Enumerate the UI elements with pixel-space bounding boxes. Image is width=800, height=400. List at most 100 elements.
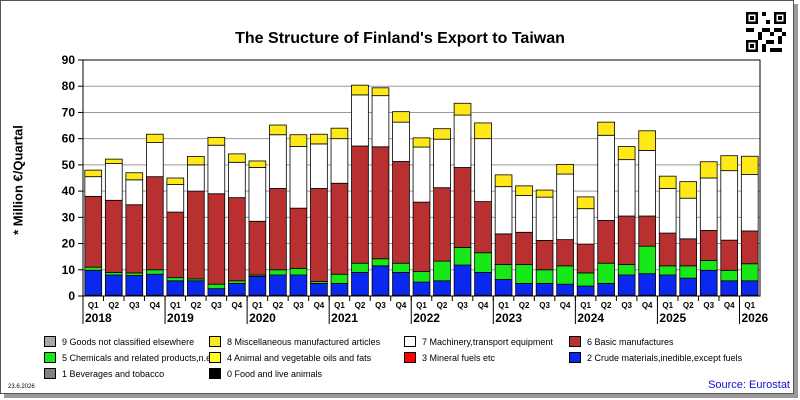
bar-segment [392, 121, 410, 162]
x-tick-label: Q2 [601, 301, 612, 310]
bar-segment [556, 173, 574, 241]
y-tick-label: 40 [62, 184, 76, 198]
bar-segment [740, 263, 759, 282]
bar-segment [248, 160, 267, 168]
bar-segment [433, 187, 451, 262]
x-tick-label: Q1 [498, 301, 509, 310]
x-tick-label: Q1 [662, 301, 673, 310]
bar-segment [453, 264, 472, 296]
bar-segment [515, 231, 533, 265]
bar-segment [515, 185, 533, 196]
bar-segment [269, 274, 287, 296]
bar-segment [474, 138, 492, 203]
bar-segment [310, 283, 328, 296]
source-credit: Source: Eurostat [708, 379, 790, 391]
x-tick-label: Q4 [396, 301, 407, 310]
bar-segment [433, 260, 451, 282]
legend-swatch [569, 352, 581, 363]
bar-segment [289, 207, 308, 269]
bar-segment [433, 280, 451, 296]
legend-label: 7 Machinery,transport equipment [422, 336, 553, 347]
legend-item: 5 Chemicals and related products,n.e.s. [44, 352, 221, 363]
plot-border [82, 59, 761, 297]
bar-segment [289, 146, 308, 209]
x-tick-label: Q2 [190, 301, 201, 310]
legend-item: 1 Beverages and tobacco [44, 368, 164, 379]
bar-segment [617, 274, 636, 296]
bar-segment [638, 245, 656, 275]
x-tick-label: Q2 [273, 301, 284, 310]
bar-segment [740, 280, 759, 296]
qr-code-icon[interactable] [746, 12, 786, 52]
bar-segment [556, 265, 574, 285]
bar-segment [145, 133, 164, 144]
x-tick-label: Q3 [375, 301, 386, 310]
legend-swatch [404, 336, 416, 347]
bar-segment [269, 134, 287, 189]
bar-segment [740, 230, 759, 265]
bar-segment [576, 208, 595, 245]
x-tick-label: Q3 [539, 301, 550, 310]
bar-segment [392, 262, 410, 273]
bar-segment [269, 269, 287, 276]
bar-segment [658, 175, 677, 189]
year-label: 2019 [167, 311, 194, 325]
x-tick-label: Q4 [149, 301, 160, 310]
bar-segment [371, 87, 390, 97]
year-label: 2025 [659, 311, 686, 325]
bar-segment [330, 138, 349, 184]
bar-segment [166, 280, 185, 296]
publish-date: 23.6.2026 [8, 384, 35, 390]
bar-segment [392, 111, 410, 123]
bar-segment [310, 188, 328, 282]
x-tick-label: Q4 [642, 301, 653, 310]
legend-swatch [209, 352, 221, 363]
year-label: 2020 [249, 311, 276, 325]
bar-segment [104, 274, 123, 296]
bar-segment [412, 137, 431, 148]
bar-segment [228, 197, 246, 282]
bar-segment [494, 186, 513, 235]
bar-segment [392, 161, 410, 264]
year-label: 2022 [413, 311, 440, 325]
bar-segment [187, 156, 205, 166]
bar-segment [371, 95, 390, 148]
legend-label: 1 Beverages and tobacco [62, 368, 165, 379]
x-tick-label: Q1 [580, 301, 591, 310]
bar-segment [145, 176, 164, 271]
bar-segment [289, 268, 308, 276]
bar-segment [330, 127, 349, 140]
bar-segment [617, 215, 636, 265]
bar-segment [145, 142, 164, 178]
x-tick-label: Q1 [170, 301, 181, 310]
bar-segment [412, 281, 431, 296]
legend-item: 2 Crude materials,inedible,except fuels [569, 352, 742, 363]
bar-segment [371, 265, 390, 296]
bar-segment [351, 94, 369, 147]
bar-segment [433, 138, 451, 189]
bar-segment [453, 114, 472, 168]
y-tick-label: 20 [62, 237, 76, 251]
bar-segment [207, 288, 226, 296]
bar-segment [330, 283, 349, 296]
legend-item: 8 Miscellaneous manufactured articles [209, 336, 380, 347]
bar-segment [597, 283, 615, 296]
y-tick-label: 60 [62, 132, 76, 146]
legend-label: 5 Chemicals and related products,n.e.s. [62, 352, 221, 363]
bar-segment [720, 239, 739, 271]
bar-segment [453, 247, 472, 266]
bar-segment [228, 283, 246, 296]
bar-segment [187, 190, 205, 280]
x-tick-label: Q2 [519, 301, 530, 310]
bar-segment [84, 195, 103, 268]
bar-segment [125, 275, 144, 296]
bar-segment [371, 258, 390, 267]
year-label: 2021 [331, 311, 358, 325]
bar-segment [351, 271, 369, 296]
chart-title: The Structure of Finland's Export to Tai… [235, 30, 565, 47]
bar-segment [699, 230, 718, 261]
bar-segment [597, 220, 615, 264]
bar-segment [494, 264, 513, 280]
bar-segment [269, 188, 287, 271]
bar-segment [187, 280, 205, 296]
